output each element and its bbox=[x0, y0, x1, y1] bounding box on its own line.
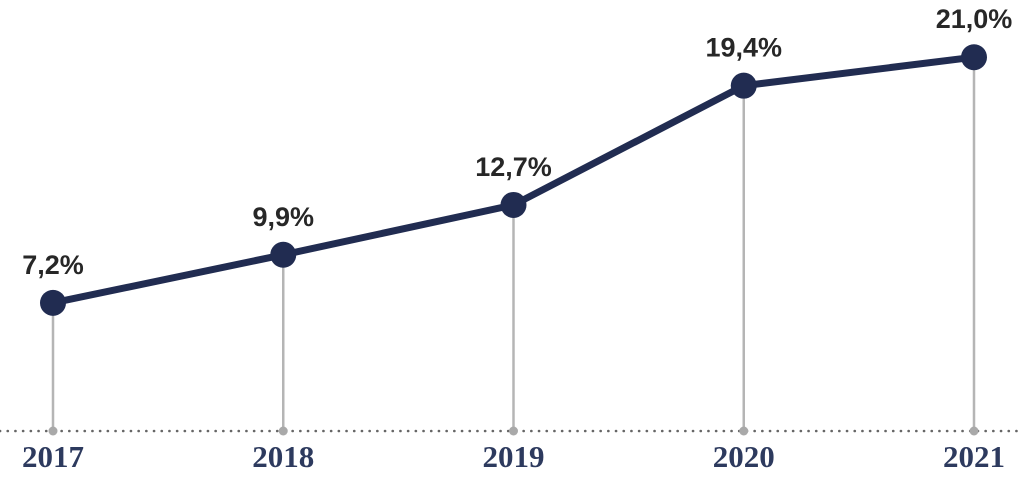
data-point bbox=[961, 44, 987, 71]
x-axis-year-label: 2021 bbox=[943, 439, 1005, 474]
data-point bbox=[730, 72, 757, 99]
stem-base-dot bbox=[278, 426, 288, 436]
data-value-label: 12,7% bbox=[475, 152, 552, 182]
x-axis-year-label: 2020 bbox=[713, 439, 775, 474]
data-point bbox=[500, 191, 527, 218]
stem-base-dot bbox=[739, 426, 749, 436]
x-axis-year-label: 2018 bbox=[252, 439, 314, 474]
x-axis-year-label: 2019 bbox=[483, 439, 545, 474]
data-value-label: 21,0% bbox=[936, 4, 1013, 34]
data-value-label: 19,4% bbox=[705, 33, 782, 63]
stem-base-dot bbox=[969, 426, 979, 436]
data-value-label: 7,2% bbox=[22, 250, 84, 280]
x-axis-year-label: 2017 bbox=[22, 439, 84, 474]
data-value-label: 9,9% bbox=[252, 202, 314, 232]
data-point bbox=[270, 241, 297, 268]
stem-base-dot bbox=[509, 426, 518, 436]
stem-base-dot bbox=[48, 426, 58, 436]
data-point bbox=[40, 289, 66, 316]
